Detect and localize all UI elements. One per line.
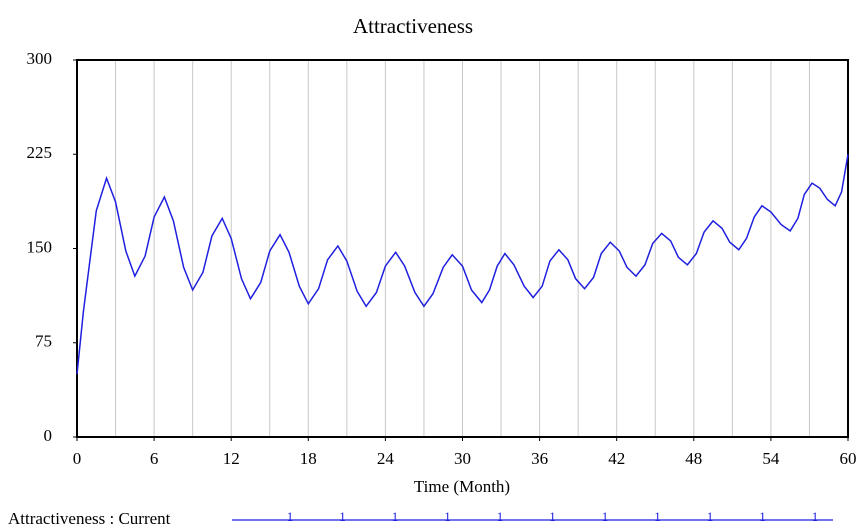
legend-marker: 1 [392, 509, 399, 524]
legend-marker: 1 [654, 509, 661, 524]
legend-marker: 1 [602, 509, 609, 524]
x-tick-label: 48 [685, 449, 702, 468]
x-axis-label: Time (Month) [414, 477, 510, 496]
x-tick-label: 0 [73, 449, 82, 468]
y-tick-label: 300 [27, 49, 53, 68]
x-tick-label: 54 [762, 449, 780, 468]
y-tick-label: 75 [35, 332, 52, 351]
x-tick-label: 18 [300, 449, 317, 468]
legend-marker: 1 [287, 509, 294, 524]
series-line [76, 154, 849, 375]
x-tick-label: 60 [840, 449, 857, 468]
y-tick-label: 0 [44, 426, 53, 445]
x-tick-label: 6 [150, 449, 159, 468]
legend-marker: 1 [812, 509, 819, 524]
x-tick-label: 42 [608, 449, 625, 468]
y-tick-label: 150 [27, 237, 53, 256]
legend-marker: 1 [707, 509, 714, 524]
x-tick-label: 12 [223, 449, 240, 468]
y-tick-label: 225 [27, 143, 53, 162]
plot-frame [76, 59, 849, 438]
chart-title: Attractiveness [353, 14, 473, 38]
legend-marker: 1 [339, 509, 346, 524]
x-tick-label: 36 [531, 449, 548, 468]
x-tick-label: 24 [377, 449, 395, 468]
x-tick-label: 30 [454, 449, 471, 468]
legend-marker: 1 [759, 509, 766, 524]
legend-marker: 1 [497, 509, 504, 524]
legend-marker: 1 [444, 509, 451, 524]
legend-marker: 1 [549, 509, 556, 524]
legend-label: Attractiveness : Current [8, 509, 171, 528]
